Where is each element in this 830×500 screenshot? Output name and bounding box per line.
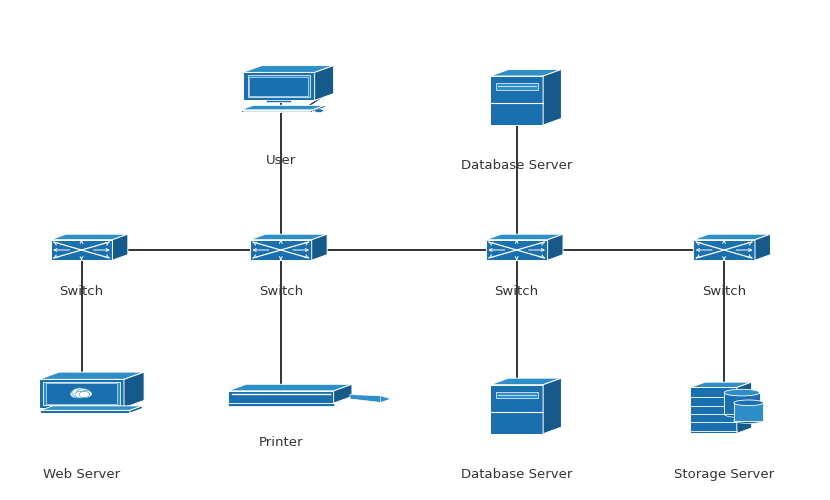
Polygon shape [242, 72, 315, 101]
Polygon shape [543, 70, 561, 125]
Polygon shape [734, 403, 764, 420]
Text: Database Server: Database Server [461, 160, 573, 172]
Ellipse shape [724, 411, 759, 418]
Circle shape [71, 390, 84, 398]
Polygon shape [313, 106, 325, 112]
Polygon shape [543, 378, 561, 434]
Polygon shape [39, 372, 144, 380]
Ellipse shape [724, 390, 759, 396]
Polygon shape [737, 382, 752, 434]
Polygon shape [67, 408, 95, 410]
Polygon shape [241, 110, 313, 112]
Polygon shape [755, 234, 770, 260]
Polygon shape [724, 392, 759, 414]
Polygon shape [312, 234, 327, 260]
Text: Switch: Switch [702, 286, 746, 298]
Polygon shape [315, 66, 334, 100]
Polygon shape [51, 234, 128, 240]
Polygon shape [41, 410, 129, 413]
Polygon shape [491, 70, 561, 76]
Circle shape [72, 388, 88, 398]
Polygon shape [41, 406, 143, 410]
Polygon shape [334, 384, 352, 403]
Polygon shape [112, 234, 128, 260]
Polygon shape [129, 406, 143, 413]
Ellipse shape [734, 400, 764, 406]
Text: User: User [266, 154, 296, 168]
Polygon shape [491, 385, 543, 434]
Polygon shape [51, 240, 112, 260]
Text: Switch: Switch [495, 286, 539, 298]
Circle shape [79, 392, 90, 398]
Polygon shape [250, 234, 327, 240]
Text: Switch: Switch [60, 286, 104, 298]
Polygon shape [491, 378, 561, 385]
Polygon shape [691, 388, 737, 434]
Polygon shape [548, 234, 563, 260]
Text: Storage Server: Storage Server [674, 468, 774, 481]
Text: Printer: Printer [258, 436, 303, 449]
Polygon shape [491, 76, 543, 125]
Polygon shape [43, 382, 120, 405]
Text: Switch: Switch [259, 286, 303, 298]
Polygon shape [496, 84, 538, 89]
Polygon shape [486, 240, 548, 260]
Polygon shape [691, 382, 752, 388]
Circle shape [76, 388, 90, 398]
Polygon shape [242, 66, 334, 72]
Polygon shape [39, 380, 124, 407]
Polygon shape [496, 392, 538, 398]
Polygon shape [380, 396, 391, 402]
Polygon shape [486, 234, 563, 240]
Polygon shape [46, 384, 117, 404]
Circle shape [80, 390, 92, 398]
Polygon shape [266, 100, 291, 102]
Polygon shape [248, 76, 310, 98]
Ellipse shape [734, 418, 764, 424]
Polygon shape [250, 240, 312, 260]
Text: Web Server: Web Server [43, 468, 120, 481]
Polygon shape [228, 384, 352, 391]
Polygon shape [693, 240, 755, 260]
Ellipse shape [315, 109, 324, 112]
Polygon shape [124, 372, 144, 408]
Polygon shape [350, 394, 380, 402]
Text: Database Server: Database Server [461, 468, 573, 481]
Polygon shape [693, 234, 770, 240]
Polygon shape [250, 76, 308, 96]
Polygon shape [228, 391, 334, 403]
Polygon shape [228, 403, 334, 406]
Polygon shape [241, 106, 325, 110]
Circle shape [75, 392, 86, 398]
